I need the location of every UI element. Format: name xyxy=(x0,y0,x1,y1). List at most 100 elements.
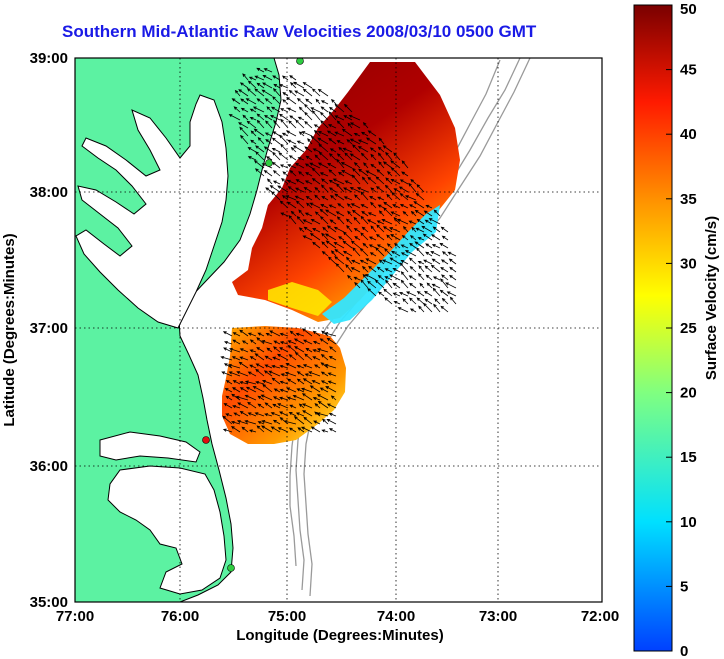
velocity-arrow xyxy=(336,158,345,169)
velocity-arrow xyxy=(314,187,321,193)
velocity-arrow xyxy=(322,226,329,233)
velocity-arrow xyxy=(425,274,433,281)
velocity-arrow xyxy=(249,349,257,353)
velocity-arrow xyxy=(424,265,433,273)
velocity-arrow xyxy=(252,386,265,393)
velocity-arrow xyxy=(269,185,281,193)
velocity-arrow xyxy=(416,184,425,193)
velocity-arrow xyxy=(313,124,321,129)
velocity-arrow xyxy=(232,404,241,409)
y-axis-label: Latitude (Degrees:Minutes) xyxy=(1,233,18,426)
velocity-arrow xyxy=(266,178,273,185)
velocity-arrow xyxy=(311,110,321,121)
velocity-arrow xyxy=(245,98,257,105)
velocity-arrow xyxy=(447,251,457,257)
velocity-arrow xyxy=(431,258,441,265)
velocity-arrow xyxy=(304,103,313,113)
velocity-arrow xyxy=(310,426,321,433)
velocity-arrow xyxy=(404,195,417,201)
velocity-arrow xyxy=(297,157,305,161)
velocity-arrow xyxy=(279,396,289,401)
velocity-arrow xyxy=(318,143,329,153)
velocity-arrow xyxy=(400,279,409,289)
velocity-arrow xyxy=(263,146,273,153)
plot-frame xyxy=(74,57,603,603)
velocity-arrow xyxy=(236,371,249,377)
velocity-arrow xyxy=(358,168,369,177)
albemarle-sound xyxy=(99,431,201,463)
velocity-arrow xyxy=(336,153,345,161)
velocity-arrow xyxy=(238,89,249,97)
velocity-arrow xyxy=(335,183,345,193)
pamlico-sound xyxy=(107,465,227,595)
velocity-arrow xyxy=(312,340,321,345)
velocity-arrow xyxy=(432,287,441,297)
velocity-arrow xyxy=(423,302,433,313)
velocity-arrow xyxy=(328,106,337,113)
velocity-arrow xyxy=(256,425,265,433)
velocity-arrow xyxy=(399,179,409,185)
velocity-arrow xyxy=(247,156,257,161)
velocity-arrow xyxy=(261,425,273,433)
velocity-arrow xyxy=(304,111,313,121)
velocity-arrow xyxy=(336,140,345,145)
y-axis-ticks: 39:00 38:00 37:00 36:00 35:00 xyxy=(30,50,68,611)
velocity-arrow xyxy=(239,411,249,417)
velocity-arrow xyxy=(305,172,313,177)
velocity-arrow xyxy=(397,307,409,313)
velocity-arrow xyxy=(376,169,385,177)
velocity-arrow xyxy=(368,265,377,273)
velocity-arrow xyxy=(294,163,305,169)
velocity-arrow xyxy=(223,347,233,353)
velocity-arrow xyxy=(278,152,289,161)
y-tick-label: 38:00 xyxy=(30,184,68,201)
velocity-arrow xyxy=(392,292,401,297)
velocity-arrow xyxy=(256,82,265,89)
velocity-arrow xyxy=(360,279,369,289)
velocity-arrow xyxy=(317,88,329,97)
velocity-arrow xyxy=(247,332,257,337)
velocity-arrow xyxy=(254,412,265,417)
velocity-arrow xyxy=(344,152,353,161)
velocity-arrow xyxy=(296,388,305,393)
velocity-arrow xyxy=(265,139,273,145)
velocity-arrow xyxy=(222,428,233,433)
velocity-arrow xyxy=(345,218,353,225)
velocity-arrow xyxy=(328,204,337,209)
velocity-arrow xyxy=(449,296,457,305)
velocity-arrow xyxy=(417,237,425,241)
velocity-arrow xyxy=(294,346,305,353)
velocity-arrow xyxy=(416,218,425,225)
velocity-arrow xyxy=(281,178,289,185)
velocity-arrow xyxy=(263,68,273,73)
velocity-arrow xyxy=(361,131,369,137)
velocity-arrow xyxy=(261,89,273,97)
velocity-arrow xyxy=(255,145,265,153)
velocity-arrow xyxy=(314,194,321,201)
velocity-arrow xyxy=(261,379,273,385)
velocity-arrow xyxy=(231,356,241,361)
velocity-arrow xyxy=(235,395,249,401)
velocity-arrow xyxy=(280,143,289,153)
velocity-arrow xyxy=(328,124,337,129)
velocity-arrow xyxy=(400,244,409,249)
velocity-arrow xyxy=(421,225,433,233)
velocity-arrow xyxy=(354,281,361,289)
velocity-arrow xyxy=(312,356,321,361)
chesapeake-bay xyxy=(75,94,229,329)
velocity-arrow xyxy=(362,242,369,249)
velocity-arrow xyxy=(349,138,361,145)
velocity-arrow xyxy=(321,232,329,241)
velocity-arrow xyxy=(411,226,417,233)
velocity-arrow xyxy=(305,347,313,353)
velocity-arrow xyxy=(365,258,377,265)
velocity-arrow xyxy=(232,339,241,345)
velocity-arrow xyxy=(402,210,409,217)
velocity-arrow xyxy=(338,236,345,241)
velocity-arrow xyxy=(244,394,257,401)
velocity-arrow xyxy=(288,411,297,417)
velocity-arrow xyxy=(280,108,289,113)
velocity-arrow xyxy=(269,115,281,121)
velocity-arrow xyxy=(353,227,361,233)
velocity-arrow xyxy=(239,356,249,361)
